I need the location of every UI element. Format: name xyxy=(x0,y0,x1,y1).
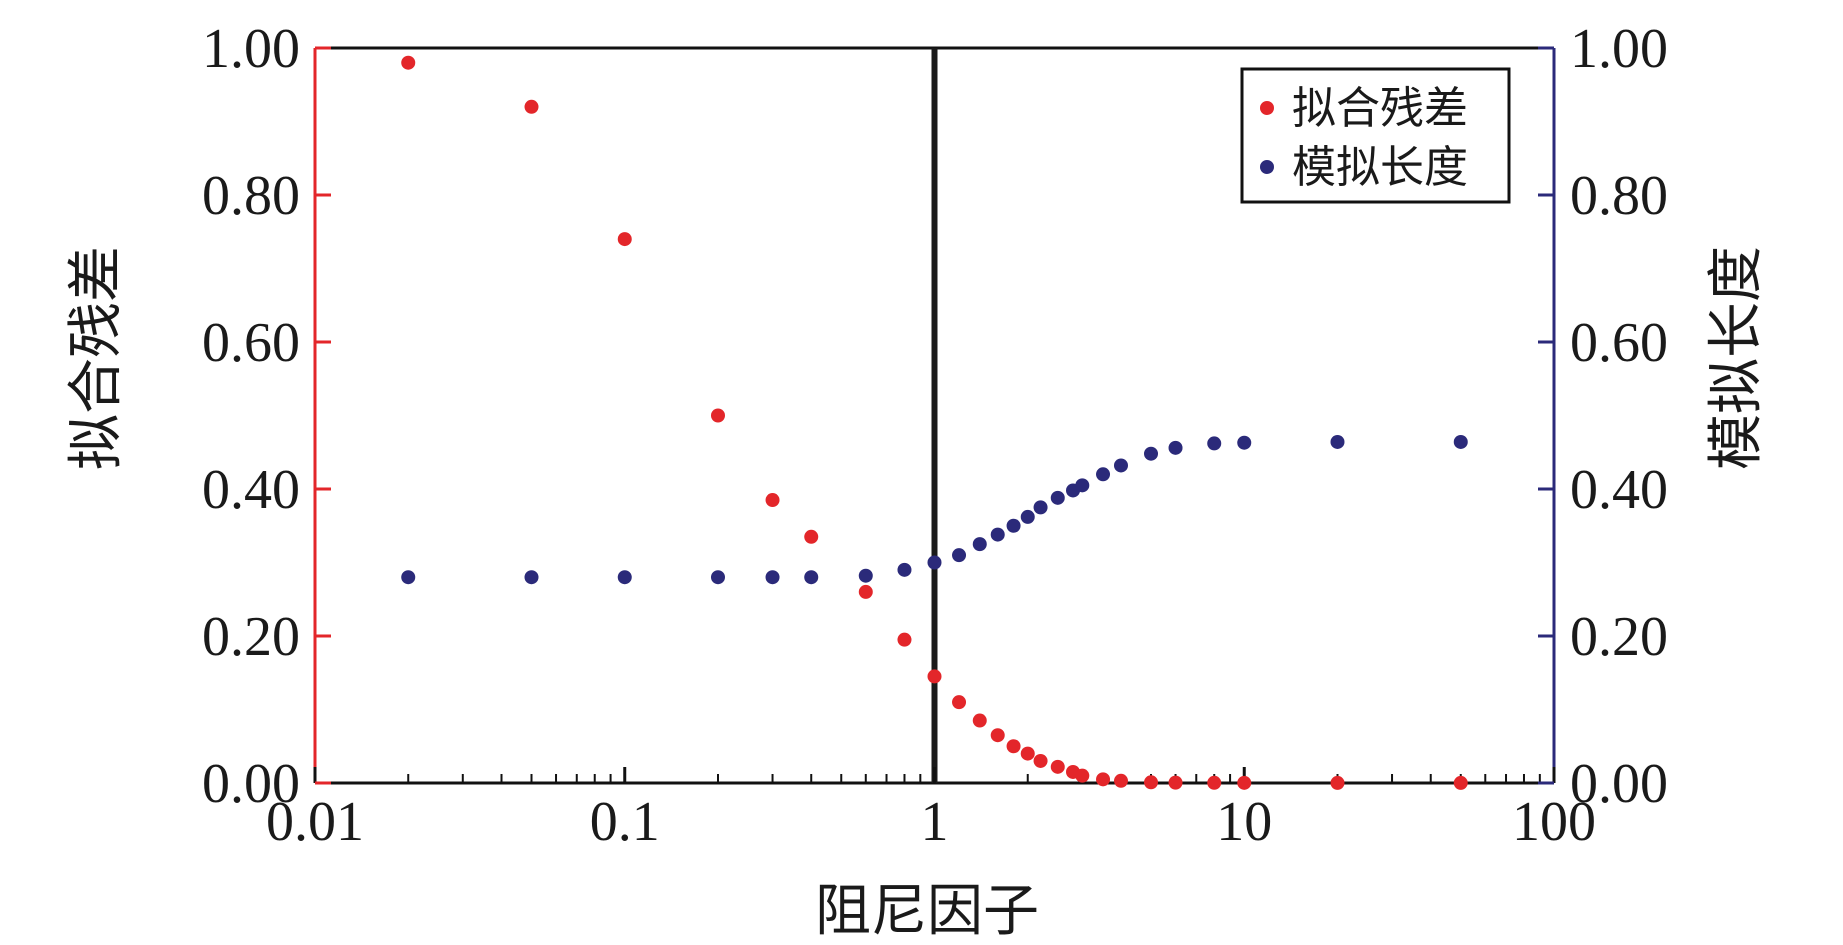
length-point xyxy=(927,555,942,570)
length-point xyxy=(710,570,725,585)
residual-point xyxy=(1050,759,1065,774)
residual-point xyxy=(897,632,912,647)
residual-point xyxy=(765,493,780,508)
residual-point xyxy=(617,232,632,247)
residual-point xyxy=(1096,772,1111,787)
length-point xyxy=(804,570,819,585)
residual-point xyxy=(858,584,873,599)
length-point xyxy=(858,568,873,583)
left-y-tick-label: 1.00 xyxy=(202,18,300,80)
length-point xyxy=(1144,446,1159,461)
length-point xyxy=(990,527,1005,542)
residual-point xyxy=(1237,775,1252,790)
x-axis-title: 阻尼因子 xyxy=(815,879,1039,944)
residual-point xyxy=(952,695,967,710)
length-point xyxy=(1237,435,1252,450)
residual-point xyxy=(1453,775,1468,790)
left-y-axis-title: 拟合残差 xyxy=(64,246,129,470)
length-point xyxy=(1033,500,1048,515)
data-points xyxy=(401,55,1468,790)
length-point xyxy=(897,562,912,577)
residual-point xyxy=(804,529,819,544)
length-point xyxy=(1207,436,1222,451)
residual-point xyxy=(990,728,1005,743)
length-point xyxy=(972,537,987,552)
length-point xyxy=(765,570,780,585)
right-y-tick-label: 0.60 xyxy=(1570,312,1668,374)
plot-frame xyxy=(313,46,1556,785)
legend-marker-residual xyxy=(1260,101,1274,115)
length-point xyxy=(1075,478,1090,493)
length-point xyxy=(1050,490,1065,505)
residual-point xyxy=(1020,746,1035,761)
axis-ticks xyxy=(313,46,1556,785)
length-point xyxy=(1096,467,1111,482)
left-y-tick-label: 0.60 xyxy=(202,312,300,374)
right-y-tick-label: 0.20 xyxy=(1570,606,1668,668)
residual-point xyxy=(524,99,539,114)
length-point xyxy=(1168,440,1183,455)
length-point xyxy=(617,570,632,585)
right-y-axis-title: 模拟长度 xyxy=(1704,246,1769,470)
residual-point xyxy=(1168,775,1183,790)
length-point xyxy=(1006,518,1021,533)
residual-point xyxy=(927,669,942,684)
x-tick-label: 0.1 xyxy=(590,791,660,853)
legend-label-length: 模拟长度 xyxy=(1292,142,1468,193)
length-point xyxy=(1113,458,1128,473)
residual-point xyxy=(1006,739,1021,754)
left-y-tick-label: 0.80 xyxy=(202,165,300,227)
right-y-tick-label: 0.80 xyxy=(1570,165,1668,227)
legend-marker-length xyxy=(1260,160,1274,174)
left-y-tick-label: 0.20 xyxy=(202,606,300,668)
x-tick-label: 1 xyxy=(921,791,949,853)
legend: 拟合残差 模拟长度 xyxy=(1240,67,1511,204)
left-y-tick-label: 0.40 xyxy=(202,459,300,521)
residual-point xyxy=(1330,775,1345,790)
legend-label-residual: 拟合残差 xyxy=(1292,83,1468,134)
x-tick-label: 100 xyxy=(1512,791,1596,853)
length-point xyxy=(952,548,967,563)
right-y-tick-label: 0.40 xyxy=(1570,459,1668,521)
residual-point xyxy=(1075,768,1090,783)
residual-point xyxy=(401,55,416,70)
left-y-tick-label: 0.00 xyxy=(202,753,300,815)
x-tick-label: 0.01 xyxy=(266,791,364,853)
right-y-tick-label: 1.00 xyxy=(1570,18,1668,80)
residual-point xyxy=(1033,753,1048,768)
residual-point xyxy=(710,408,725,423)
right-y-tick-label: 0.00 xyxy=(1570,753,1668,815)
residual-point xyxy=(1113,773,1128,788)
legend-box xyxy=(1240,67,1511,204)
x-tick-label: 10 xyxy=(1216,791,1272,853)
length-point xyxy=(1330,434,1345,449)
residual-point xyxy=(1207,775,1222,790)
length-point xyxy=(1020,509,1035,524)
length-point xyxy=(401,570,416,585)
length-point xyxy=(1453,434,1468,449)
residual-point xyxy=(972,713,987,728)
length-point xyxy=(524,570,539,585)
residual-point xyxy=(1144,775,1159,790)
